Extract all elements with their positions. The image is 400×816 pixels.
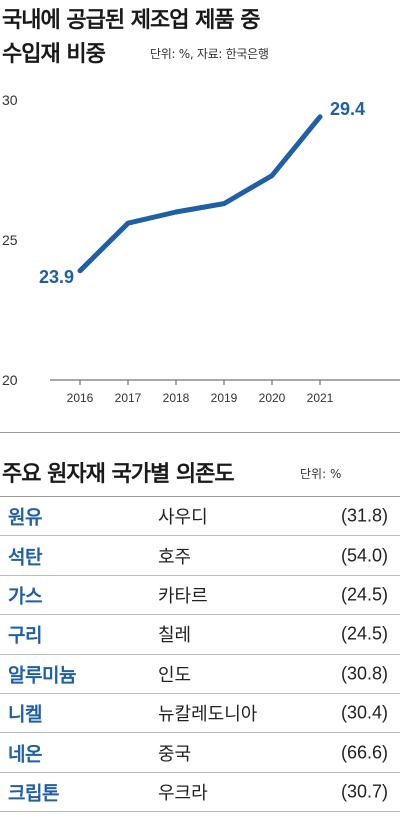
table-unit: 단위: % [300,467,342,481]
dependency-value: (30.8) [340,663,388,684]
country-name: 우크라 [158,782,208,804]
dependency-value: (66.6) [340,742,388,763]
country-name: 중국 [158,743,192,765]
table-row: 알루미늄 인도 (30.8) [0,655,400,694]
data-label-first: 23.9 [39,267,74,287]
dependency-value: (54.0) [340,545,388,566]
material-name: 알루미늄 [8,664,76,687]
x-tick-label: 2021 [307,391,334,405]
line-chart: 30 25 20 2016 2017 2018 2019 2020 2021 23.9 29.4 [2,92,400,405]
table-row: 석탄 호주 (54.0) [0,536,400,576]
series-line [77,114,323,274]
x-tick-label: 2019 [211,391,238,405]
dependency-value: (24.5) [340,584,388,605]
section-divider [0,432,400,433]
material-name: 네온 [8,743,42,766]
chart-title-line2: 수입재 비중 [2,42,106,67]
country-name: 사우디 [158,507,208,529]
table-row: 원유 사우디 (31.8) [0,497,400,537]
material-name: 구리 [8,624,42,647]
table-row: 크립톤 우크라 (30.7) [0,773,400,813]
dependency-value: (24.5) [340,623,388,644]
material-name: 석탄 [8,546,42,569]
table-row: 구리 칠레 (24.5) [0,615,400,655]
dependency-table: 원유 사우디 (31.8) 석탄 호주 (54.0) 가스 카타르 (24.5) 구리 칠레 (24.… [0,496,400,813]
x-tick-label: 2018 [163,391,190,405]
material-name: 원유 [8,506,42,529]
country-name: 뉴칼레도니아 [158,704,258,726]
data-label-last: 29.4 [330,99,365,119]
table-row: 니켈 뉴칼레도니아 (30.4) [0,694,400,734]
material-name: 니켈 [8,703,42,726]
material-name: 크립톤 [8,782,59,805]
dependency-value: (31.8) [340,505,388,526]
country-name: 칠레 [158,625,192,647]
x-tick-label: 2016 [67,391,94,405]
country-name: 호주 [158,546,192,568]
x-tick-label: 2017 [115,391,142,405]
y-tick-label: 20 [2,372,18,388]
dependency-value: (30.4) [340,702,388,723]
table-row: 가스 카타르 (24.5) [0,576,400,616]
x-tick-label: 2020 [259,391,286,405]
dependency-value: (30.7) [340,781,388,802]
y-tick-label: 30 [2,92,18,108]
country-name: 카타르 [158,585,208,607]
table-row: 네온 중국 (66.6) [0,733,400,773]
chart-title-line1: 국내에 공급된 제조업 제품 중 [2,8,261,33]
chart-source: 단위: %, 자료: 한국은행 [150,47,269,61]
y-tick-label: 25 [2,232,18,248]
table-title: 주요 원자재 국가별 의존도 [2,462,235,487]
country-name: 인도 [158,664,192,686]
material-name: 가스 [8,585,42,608]
